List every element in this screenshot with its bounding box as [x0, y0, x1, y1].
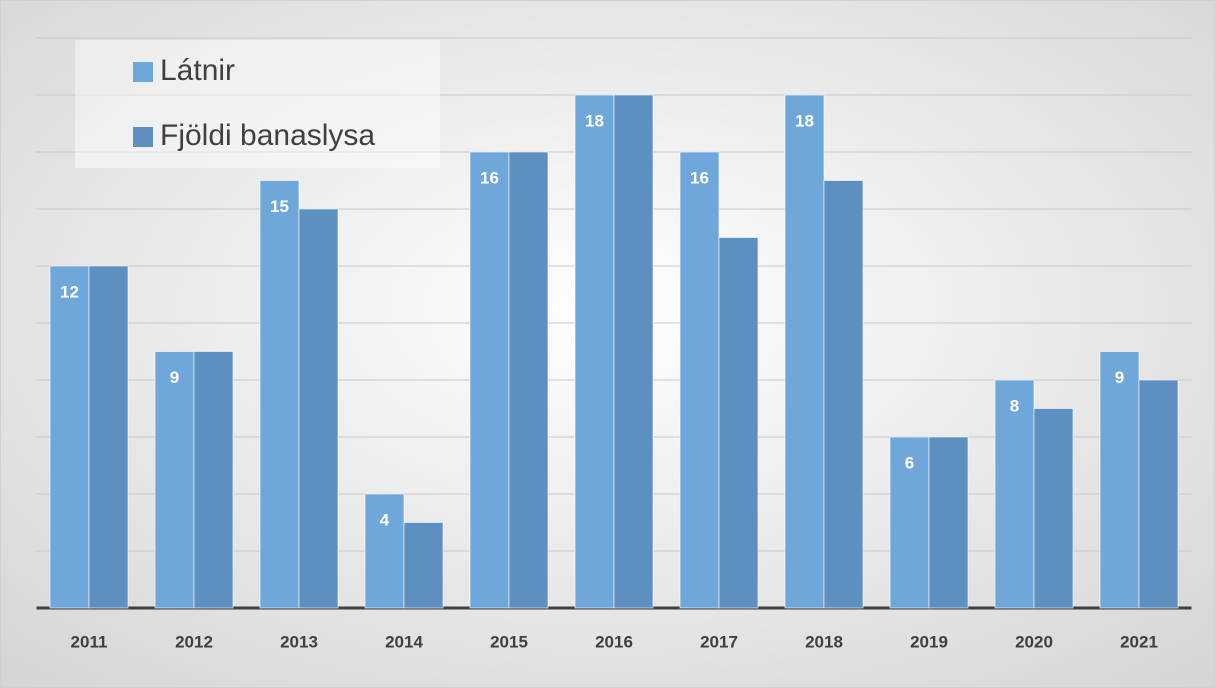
x-tick-label: 2018: [805, 632, 843, 651]
data-label: 8: [1010, 396, 1019, 415]
bar: [718, 237, 759, 609]
bar: [403, 522, 444, 609]
legend-label: Fjöldi banaslysa: [160, 119, 375, 152]
bar: [298, 208, 339, 609]
x-tick-label: 2013: [280, 632, 318, 651]
data-label: 9: [1115, 368, 1124, 387]
x-tick-label: 2014: [385, 632, 423, 651]
bar: [574, 94, 615, 609]
bar: [1138, 379, 1179, 609]
data-label: 12: [60, 282, 79, 301]
data-label: 4: [380, 510, 390, 529]
data-label: 18: [795, 111, 814, 130]
bar: [928, 436, 969, 609]
bar: [88, 265, 129, 609]
data-label: 6: [905, 453, 914, 472]
bar: [994, 379, 1035, 609]
x-tick-label: 2012: [175, 632, 213, 651]
bar: [1033, 408, 1074, 609]
bar: [259, 180, 300, 609]
data-label: 18: [585, 111, 604, 130]
x-tick-label: 2011: [71, 632, 108, 651]
legend-swatch: [133, 127, 153, 147]
x-tick-label: 2020: [1015, 632, 1053, 651]
bar: [1099, 351, 1140, 609]
bar: [613, 94, 654, 609]
bar: [823, 180, 864, 609]
x-tick-label: 2019: [910, 632, 948, 651]
data-label: 16: [480, 168, 499, 187]
data-label: 16: [690, 168, 709, 187]
bar: [193, 351, 234, 609]
legend-label: Látnir: [160, 54, 235, 87]
x-tick-label: 2015: [490, 632, 528, 651]
bar: [508, 151, 549, 609]
bar: [49, 265, 90, 609]
x-tick-label: 2016: [595, 632, 633, 651]
x-tick-label: 2017: [700, 632, 738, 651]
bar: [679, 151, 720, 609]
bar: [364, 493, 405, 609]
bar: [889, 436, 930, 609]
legend-swatch: [133, 62, 153, 82]
data-label: 15: [270, 197, 289, 216]
bar: [469, 151, 510, 609]
x-tick-label: 2021: [1120, 632, 1158, 651]
bar: [154, 351, 195, 609]
data-label: 9: [170, 368, 179, 387]
bar: [784, 94, 825, 609]
